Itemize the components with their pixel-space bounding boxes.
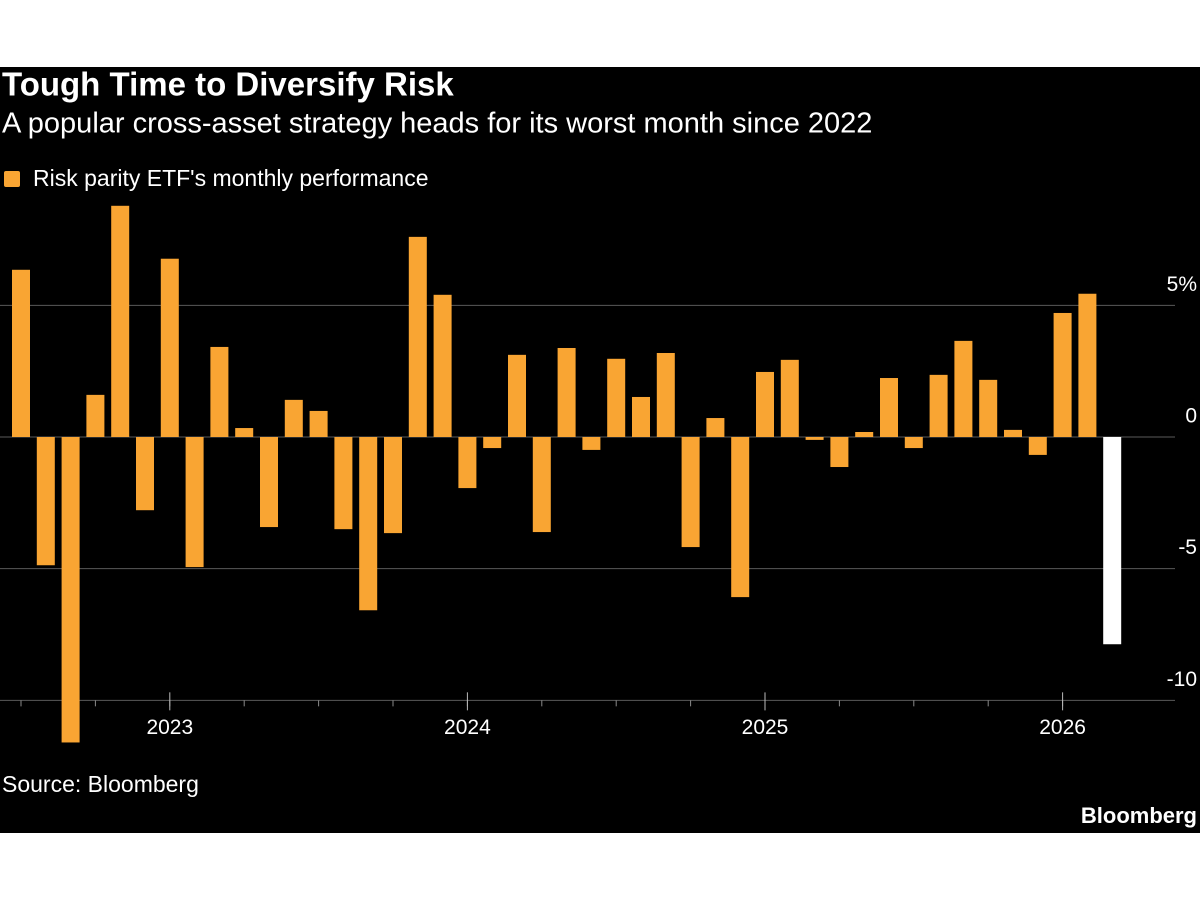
brand: Bloomberg [1081, 803, 1197, 828]
x-tick-label: 2025 [742, 716, 789, 739]
bar [136, 437, 154, 511]
bar [904, 437, 923, 449]
bar [1028, 437, 1047, 455]
x-tick-label: 2024 [444, 716, 491, 739]
bar [532, 437, 551, 533]
bar [185, 437, 204, 568]
bar [359, 437, 378, 611]
y-tick-label: -5 [1178, 536, 1197, 559]
bar [979, 379, 998, 437]
bar [86, 394, 105, 437]
bar [433, 294, 452, 437]
bar [111, 205, 130, 437]
source: Source: Bloomberg [2, 771, 199, 797]
bar [954, 340, 973, 437]
bar [160, 258, 179, 437]
bar [731, 437, 750, 598]
bar [12, 269, 30, 437]
bar [260, 437, 278, 528]
legend-label: Risk parity ETF's monthly performance [33, 165, 429, 191]
bar [61, 437, 80, 743]
bar [235, 428, 254, 437]
bar [1078, 293, 1097, 437]
legend-swatch [4, 171, 20, 187]
bar [756, 371, 774, 437]
bar [681, 437, 700, 548]
bar [508, 354, 526, 437]
bar [458, 437, 477, 489]
bar [830, 437, 849, 468]
bar [1053, 312, 1072, 437]
bar [880, 378, 898, 437]
bar [36, 437, 55, 566]
bar [607, 358, 626, 437]
bar [929, 374, 948, 437]
x-tick-label: 2023 [146, 716, 193, 739]
bar [805, 437, 824, 440]
chart-title: Tough Time to Diversify Risk [2, 66, 454, 103]
bar [284, 399, 303, 437]
bar [656, 352, 675, 437]
bar [384, 437, 402, 534]
bar [210, 346, 229, 437]
bar [780, 359, 799, 437]
bar [632, 396, 650, 437]
bar [483, 437, 502, 449]
bar [582, 437, 601, 450]
bar [855, 431, 874, 437]
y-tick-label: -10 [1167, 668, 1197, 691]
x-tick-label: 2026 [1039, 716, 1086, 739]
bar [557, 347, 576, 437]
bar [706, 418, 725, 437]
bar [408, 236, 427, 437]
chart-subtitle: A popular cross-asset strategy heads for… [2, 108, 872, 140]
bar [334, 437, 353, 530]
bar [1004, 429, 1022, 437]
bar [309, 410, 328, 437]
y-tick-label: 0 [1185, 405, 1197, 428]
y-tick-label: 5% [1167, 273, 1197, 296]
bar [1103, 437, 1122, 645]
